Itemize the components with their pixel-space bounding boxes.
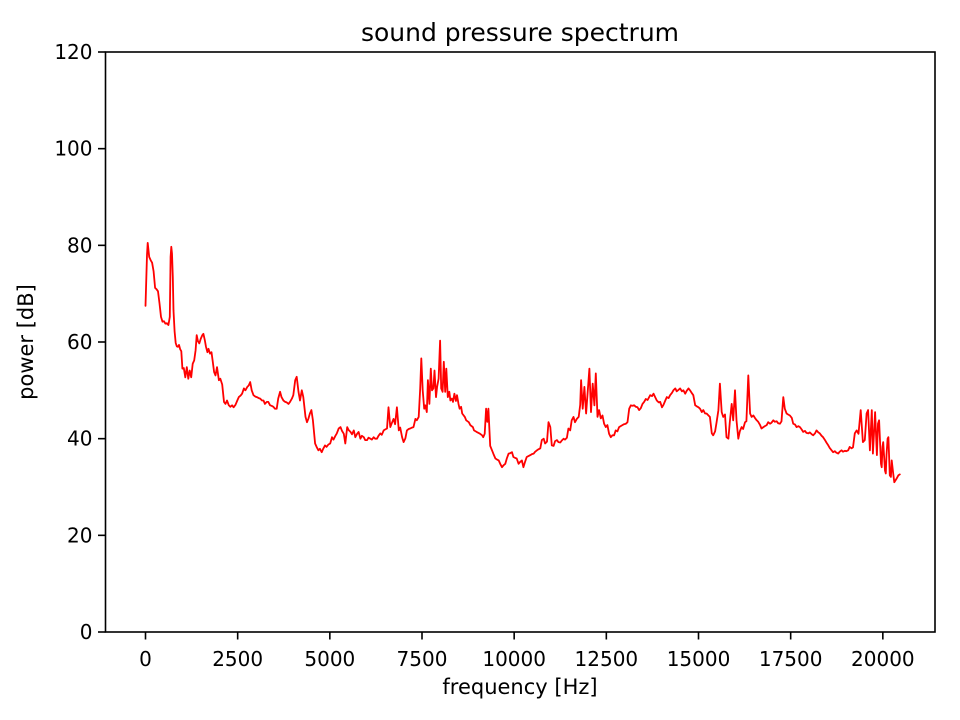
y-axis-label: power [dB]: [14, 284, 38, 400]
y-tick-label: 0: [80, 620, 93, 644]
y-tick-label: 60: [67, 330, 92, 354]
y-tick-label: 20: [67, 523, 92, 547]
y-tick-label: 100: [54, 137, 92, 161]
x-tick-label: 15000: [667, 647, 731, 671]
x-tick-label: 7500: [397, 647, 448, 671]
plot-border: [104, 51, 936, 633]
x-axis-label: frequency [Hz]: [442, 675, 597, 699]
chart-title: sound pressure spectrum: [361, 18, 679, 47]
x-tick-label: 17500: [759, 647, 823, 671]
x-tick-label: 12500: [575, 647, 639, 671]
x-tick-label: 5000: [304, 647, 355, 671]
x-tick-label: 2500: [212, 647, 263, 671]
x-tick-label: 0: [139, 647, 152, 671]
plot-area: [144, 241, 901, 484]
y-tick-label: 80: [67, 233, 92, 257]
x-tick-label: 20000: [851, 647, 915, 671]
x-axis: 0 2500 5000 7500 10000 12500 15000 17500 20000: [139, 632, 915, 671]
y-axis: 0 20 40 60 80 100 120: [54, 40, 106, 644]
y-tick-label: 40: [67, 427, 92, 451]
x-tick-label: 10000: [482, 647, 546, 671]
y-tick-label: 120: [54, 40, 92, 64]
spectrum-line: [144, 241, 901, 484]
